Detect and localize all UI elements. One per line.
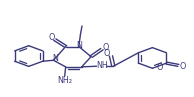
Text: O: O <box>179 62 185 71</box>
Text: O: O <box>104 49 110 58</box>
Text: O: O <box>102 43 109 52</box>
Text: O: O <box>157 63 163 72</box>
Text: O: O <box>48 33 54 42</box>
Text: N: N <box>76 41 82 50</box>
Text: NH: NH <box>96 61 108 70</box>
Text: NH₂: NH₂ <box>57 76 72 85</box>
Text: N: N <box>53 54 58 63</box>
